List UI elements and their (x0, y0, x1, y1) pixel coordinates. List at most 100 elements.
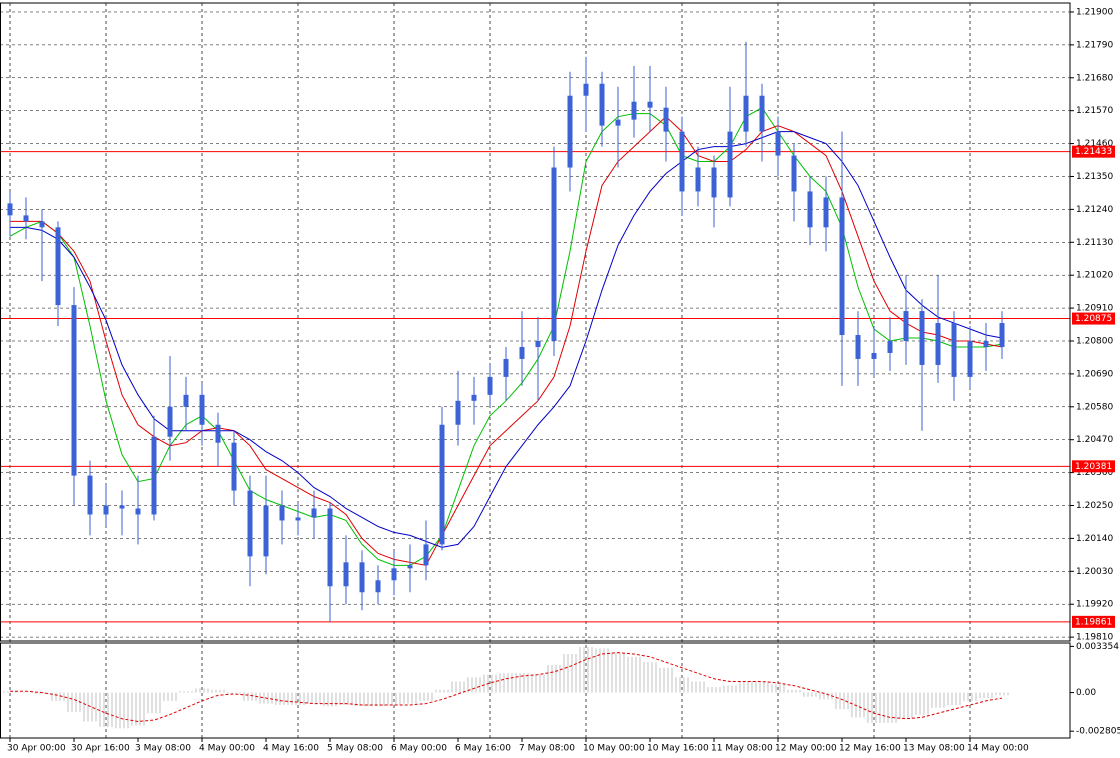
macd-bar (819, 692, 821, 700)
macd-bar (847, 692, 849, 710)
macd-bar (511, 673, 513, 693)
macd-bar (1003, 692, 1005, 696)
macd-bar (599, 648, 601, 693)
macd-bar (635, 656, 637, 693)
macd-bar (723, 685, 725, 693)
macd-bar (59, 692, 61, 701)
macd-bar (791, 689, 793, 693)
macd-bar (187, 691, 189, 693)
macd-bar (247, 692, 249, 701)
macd-bar (43, 692, 45, 694)
macd-bar (263, 692, 265, 704)
macd-bar (975, 692, 977, 701)
macd-bar (891, 692, 893, 723)
macd-bar (139, 692, 141, 726)
level-label-bg (1072, 460, 1115, 473)
macd-bar (143, 692, 145, 726)
y-tick-label: 1.21570 (1076, 106, 1113, 116)
macd-bar (551, 665, 553, 693)
macd-bar (875, 692, 877, 723)
macd-bar (259, 692, 261, 704)
macd-bar (371, 692, 373, 707)
macd-bar (983, 692, 985, 699)
candle-body (471, 394, 477, 401)
candle-body (263, 505, 269, 557)
macd-bar (51, 692, 53, 701)
macd-bar (735, 685, 737, 693)
macd-bar (219, 689, 221, 693)
macd-bar (475, 677, 477, 693)
macd-bar (763, 681, 765, 693)
candle-body (967, 340, 973, 377)
macd-bar (871, 692, 873, 723)
macd-bar (439, 689, 441, 693)
macd-bar (71, 692, 73, 712)
candle-body (327, 508, 333, 587)
macd-bar (895, 692, 897, 723)
macd-bar (683, 677, 685, 693)
macd-bar (427, 692, 429, 701)
x-tick-label: 5 May 08:00 (327, 744, 383, 754)
macd-bar (503, 673, 505, 693)
candle-body (151, 436, 157, 515)
macd-bar (627, 656, 629, 693)
macd-bar (671, 667, 673, 693)
level-label-bg (1072, 615, 1115, 628)
y-tick-label: 1.20690 (1076, 369, 1113, 379)
macd-bar (359, 692, 361, 707)
y-tick-label: 1.21790 (1076, 40, 1113, 50)
macd-bar (171, 692, 173, 701)
macd-bar (807, 692, 809, 697)
macd-bar (595, 648, 597, 693)
candle-body (887, 340, 893, 353)
macd-bar (315, 692, 317, 704)
macd-bar (331, 692, 333, 707)
candle-body (759, 95, 765, 132)
macd-bar (227, 692, 229, 694)
macd-bar (151, 692, 153, 714)
macd-bar (459, 681, 461, 693)
x-tick-label: 14 May 00:00 (967, 744, 1029, 754)
macd-bar (467, 677, 469, 693)
x-tick-label: 13 May 08:00 (903, 744, 965, 754)
macd-bar (531, 674, 533, 693)
macd-bar (451, 681, 453, 693)
macd-bar (655, 662, 657, 693)
macd-bar (243, 692, 245, 701)
x-tick-label: 4 May 16:00 (263, 744, 319, 754)
y-tick-label: 1.21240 (1076, 205, 1113, 215)
x-tick-label: 7 May 08:00 (519, 744, 575, 754)
candle-body (919, 311, 925, 365)
y-tick-label: 1.20470 (1076, 435, 1113, 445)
pane-frame (0, 2, 1071, 642)
macd-bar (927, 692, 929, 715)
macd-bar (571, 654, 573, 693)
macd-bar (567, 654, 569, 693)
level-label-bg (1072, 145, 1115, 158)
candle-body (7, 203, 13, 216)
y-tick-label: -0.002805 (1076, 727, 1120, 737)
y-tick-label: 0.003354 (1076, 642, 1119, 652)
macd-bar (883, 692, 885, 723)
macd-bar (95, 692, 97, 722)
y-tick-label: 1.19810 (1076, 633, 1113, 643)
macd-bar (223, 689, 225, 693)
macd-bar (39, 692, 41, 694)
macd-bar (675, 677, 677, 693)
macd-bar (435, 689, 437, 693)
macd-bar (527, 673, 529, 693)
macd-bar (235, 692, 237, 694)
x-tick-label: 6 May 00:00 (391, 744, 447, 754)
y-tick-label: 1.19920 (1076, 600, 1113, 610)
candle-body (279, 505, 285, 521)
macd-bar (923, 692, 925, 715)
macd-bar (463, 681, 465, 693)
candle-body (743, 95, 749, 132)
macd-bar (967, 692, 969, 701)
macd-bar (795, 689, 797, 693)
candle-body (999, 323, 1005, 347)
macd-bar (815, 692, 817, 697)
macd-bar (619, 652, 621, 693)
macd-bar (383, 692, 385, 707)
macd-bar (859, 692, 861, 718)
